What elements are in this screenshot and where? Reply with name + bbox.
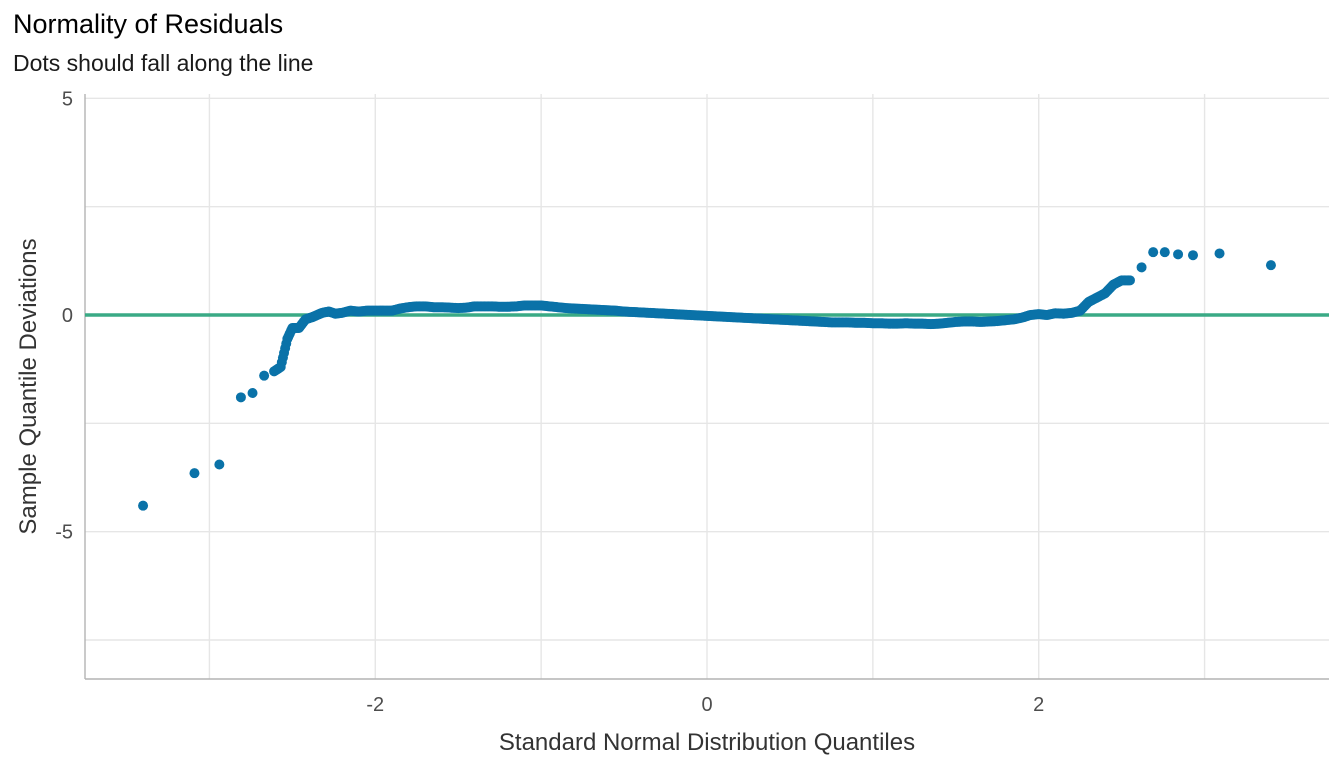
- y-axis-title: Sample Quantile Deviations: [15, 238, 42, 534]
- x-tick-label: 0: [701, 694, 712, 716]
- data-point: [138, 500, 149, 511]
- y-tick-label: 5: [62, 88, 73, 110]
- chart-subtitle: Dots should fall along the line: [13, 50, 314, 76]
- data-point: [235, 392, 246, 403]
- chart-title: Normality of Residuals: [13, 9, 284, 39]
- grid-lines: [85, 94, 1329, 679]
- y-tick-label: 0: [62, 305, 73, 327]
- data-point: [1148, 247, 1159, 258]
- data-point: [1187, 250, 1198, 261]
- x-tick-label: -2: [366, 694, 384, 716]
- data-point: [189, 468, 200, 479]
- data-point: [1173, 249, 1184, 260]
- x-tick-label: 2: [1033, 694, 1044, 716]
- x-axis-title: Standard Normal Distribution Quantiles: [499, 729, 915, 756]
- data-point: [1136, 262, 1147, 273]
- data-points: [138, 247, 1276, 511]
- data-point: [1124, 275, 1135, 286]
- tick-labels: -2 0 2 -5 0 5: [55, 88, 1044, 716]
- data-point: [214, 459, 225, 470]
- data-point: [1265, 260, 1276, 271]
- y-tick-label: -5: [55, 522, 73, 544]
- axes: [84, 94, 1329, 680]
- data-point: [247, 388, 258, 398]
- data-point: [1214, 248, 1225, 259]
- data-point: [1159, 247, 1170, 258]
- data-point: [259, 370, 270, 381]
